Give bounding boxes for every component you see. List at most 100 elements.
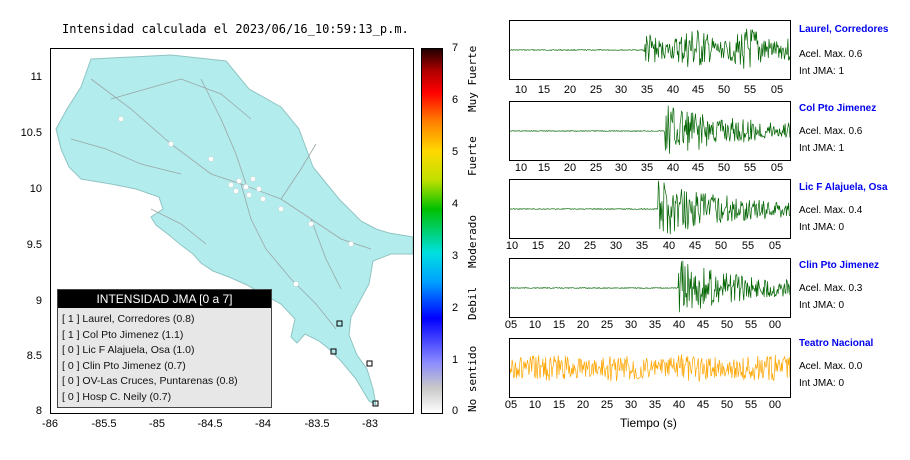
waveform-panel[interactable] (509, 258, 791, 318)
waveform-trace (509, 260, 791, 313)
map-y-tick: 9 (35, 295, 42, 307)
time-tick: 40 (672, 399, 686, 411)
map-x-tick: -85.5 (91, 418, 117, 430)
colorbar-label: Moderado (466, 215, 479, 268)
time-tick: 30 (614, 84, 628, 96)
map-x-tick: -86 (42, 418, 58, 430)
station-name[interactable]: Lic F Alajuela, Osa (799, 182, 888, 193)
time-tick: 55 (741, 240, 755, 252)
station-jma: Int JMA: 0 (799, 222, 845, 233)
waveform-panel[interactable] (509, 338, 791, 398)
legend-title: INTENSIDAD JMA [0 a 7] (58, 290, 271, 308)
time-tick: 55 (744, 319, 758, 331)
time-tick: 05 (768, 240, 782, 252)
colorbar-label: Muy Fuerte (466, 45, 479, 112)
legend-row: [ 0 ] Clin Pto Jimenez (0.7) (62, 359, 186, 372)
time-tick: 15 (552, 319, 566, 331)
map-x-tick: -83.5 (304, 418, 330, 430)
legend-row: [ 1 ] Laurel, Corredores (0.8) (62, 313, 195, 325)
map-y-tick: 9.5 (26, 239, 42, 251)
station-name[interactable]: Laurel, Corredores (799, 24, 889, 35)
panel-x-axis: 10 15 20 25 30 35 40 45 50 55 05 (500, 240, 791, 254)
time-tick: 25 (600, 399, 614, 411)
time-tick: 05 (504, 319, 518, 331)
station-name[interactable]: Clin Pto Jimenez (799, 260, 880, 271)
time-tick: 10 (514, 84, 528, 96)
time-tick: 25 (600, 319, 614, 331)
waveform-panel[interactable] (509, 179, 791, 239)
time-tick: 45 (696, 399, 710, 411)
station-jma: Int JMA: 1 (799, 143, 845, 154)
time-tick: 40 (662, 240, 676, 252)
time-tick: 50 (720, 399, 734, 411)
time-tick: 40 (666, 84, 680, 96)
time-tick: 45 (691, 84, 705, 96)
time-tick: 30 (614, 162, 628, 174)
colorbar-tick: 0 (452, 405, 459, 417)
station-name[interactable]: Col Pto Jimenez (799, 103, 877, 114)
costa-rica-map (55, 54, 413, 407)
time-tick: 50 (714, 240, 728, 252)
country-landmass (55, 54, 413, 406)
time-tick: 00 (768, 399, 782, 411)
waveform-signal (509, 180, 791, 235)
time-tick: 15 (537, 162, 551, 174)
time-tick: 25 (583, 240, 597, 252)
road-network (70, 78, 372, 330)
time-tick: 35 (640, 162, 654, 174)
time-tick: 50 (717, 84, 731, 96)
time-tick: 35 (635, 240, 649, 252)
time-tick: 45 (688, 240, 702, 252)
time-tick: 40 (666, 162, 680, 174)
waveform-panel[interactable] (509, 20, 791, 80)
waveform-trace (509, 105, 791, 154)
time-tick: 20 (557, 240, 571, 252)
colorbar-tick: 6 (452, 94, 459, 106)
legend-row: [ 0 ] Lic F Alajuela, Osa (1.0) (62, 344, 195, 356)
time-tick: 20 (576, 399, 590, 411)
time-tick: 25 (589, 162, 603, 174)
map-y-tick: 8 (35, 405, 42, 417)
time-tick: 15 (531, 240, 545, 252)
time-tick: 10 (505, 240, 519, 252)
colorbar-tick: 1 (452, 354, 459, 366)
waveform-signal (509, 260, 791, 313)
time-tick: 55 (743, 162, 757, 174)
time-tick: 35 (648, 319, 662, 331)
time-tick: 10 (528, 399, 542, 411)
colorbar-tick: 2 (452, 302, 459, 314)
panel-x-axis: 05 10 15 20 25 30 35 40 45 50 55 00 (499, 319, 791, 333)
legend-row: [ 0 ] OV-Las Cruces, Puntarenas (0.8) (62, 375, 238, 387)
waveform-signal (509, 28, 791, 69)
station-accel: Acel. Max. 0.4 (799, 205, 863, 216)
time-tick: 50 (720, 319, 734, 331)
map-y-tick: 8.5 (26, 350, 42, 362)
map-x-tick: -83 (362, 418, 378, 430)
time-tick: 20 (576, 319, 590, 331)
intensity-colorbar (421, 48, 443, 414)
time-tick: 20 (563, 162, 577, 174)
time-tick: 40 (672, 319, 686, 331)
time-axis-title: Tiempo (s) (620, 416, 677, 430)
intensity-legend: INTENSIDAD JMA [0 a 7] [ 1 ] Laurel, Cor… (57, 289, 272, 408)
station-jma: Int JMA: 0 (799, 378, 845, 389)
colorbar-label: Debil (466, 286, 479, 320)
map-x-tick: -84 (255, 418, 271, 430)
map-title: Intensidad calculada el 2023/06/16_10:59… (62, 22, 409, 36)
colorbar-tick: 7 (452, 42, 459, 54)
legend-row: [ 1 ] Col Pto Jimenez (1.1) (62, 328, 184, 341)
waveform-signal (509, 354, 791, 382)
station-dots (118, 116, 354, 287)
station-jma: Int JMA: 1 (799, 66, 845, 77)
station-markers (330, 320, 379, 407)
station-name[interactable]: Teatro Nacional (799, 338, 874, 349)
waveform-panel[interactable] (509, 101, 791, 161)
waveform-trace (509, 180, 791, 235)
colorbar-label: Fuerte (466, 136, 479, 176)
station-accel: Acel. Max. 0.0 (799, 361, 863, 372)
map-y-tick: 10.5 (20, 127, 42, 139)
map-x-tick: -85 (149, 418, 165, 430)
panel-x-axis: 10 15 20 25 30 35 40 45 50 55 05 (509, 162, 791, 176)
time-tick: 00 (768, 319, 782, 331)
station-accel: Acel. Max. 0.6 (799, 49, 863, 60)
